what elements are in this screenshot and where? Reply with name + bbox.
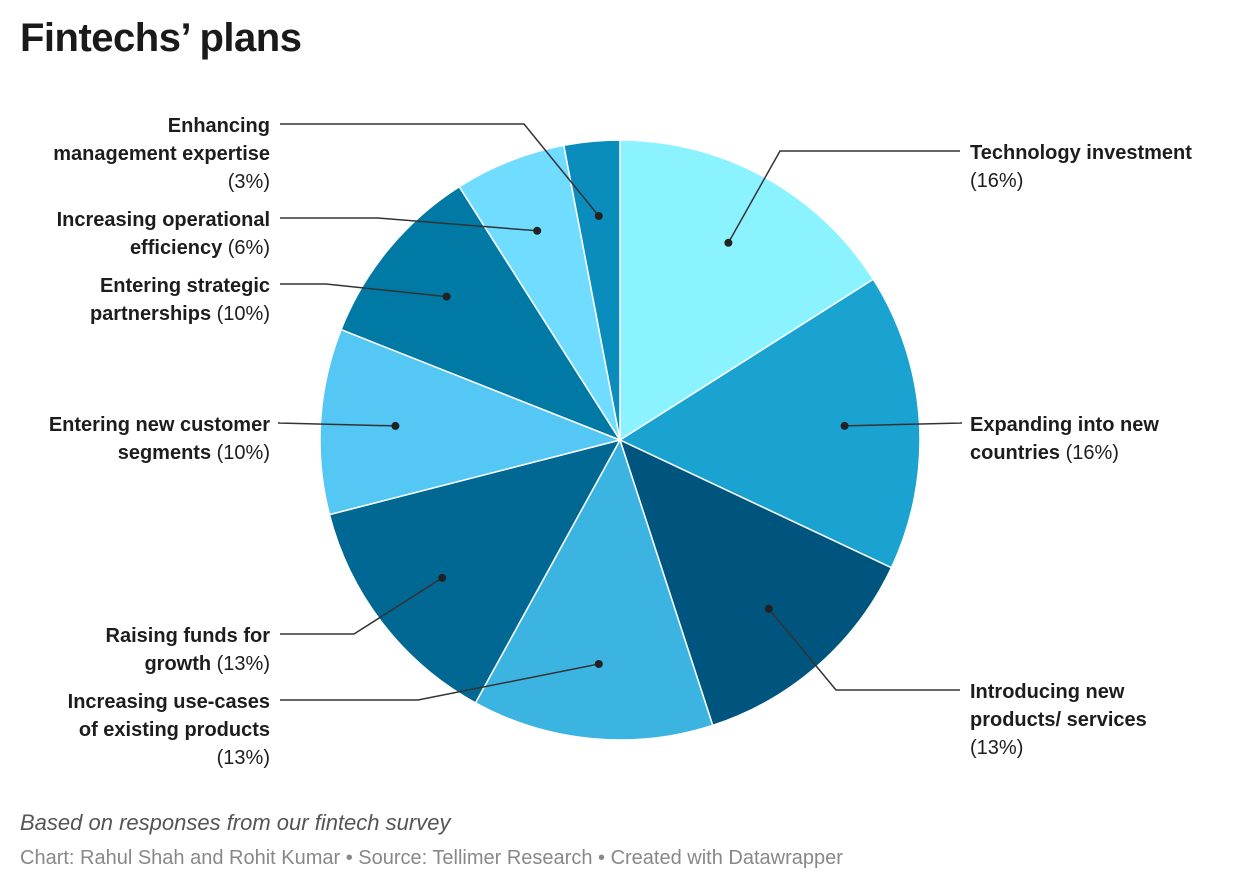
- slice-label-percent: (16%): [1060, 442, 1119, 464]
- leader-line: [280, 663, 599, 701]
- slice-label-name: Increasing operational: [57, 209, 270, 231]
- slice-label-percent: (13%): [211, 653, 270, 675]
- slice-label-percent: (6%): [222, 237, 270, 259]
- slice-label-name: segments: [118, 442, 211, 464]
- slice-label: Enhancing management expertise (3%): [53, 115, 270, 193]
- leader-dot: [533, 226, 542, 235]
- slice-label-percent: (13%): [217, 747, 270, 769]
- slice-label: Technology investment (16%): [970, 142, 1192, 192]
- slice-label-name: of existing products: [79, 719, 270, 741]
- leader-line: [277, 422, 396, 427]
- pie-slices: [319, 139, 921, 741]
- slice-label-name: Entering strategic: [100, 275, 270, 297]
- leader-dot: [724, 238, 733, 247]
- slice-label: Increasing operational efficiency (6%): [57, 209, 270, 259]
- slice-label: Expanding into new countries (16%): [970, 414, 1159, 464]
- slice-label-name: countries: [970, 442, 1060, 464]
- leader-dot: [840, 421, 849, 430]
- leader-dot: [391, 421, 400, 430]
- slice-label-name: management expertise: [53, 143, 270, 165]
- chart-note: Based on responses from our fintech surv…: [20, 810, 451, 835]
- leader-dot: [594, 660, 603, 668]
- slice-label-name: Enhancing: [168, 115, 270, 137]
- leader-line: [280, 577, 443, 635]
- leader-line: [280, 283, 447, 298]
- slice-label-percent: (10%): [211, 303, 270, 325]
- pie-slice: [562, 139, 621, 441]
- slice-label-name: products/ services: [970, 709, 1147, 731]
- slice-label-name: Expanding into new: [970, 414, 1159, 436]
- leader-line: [727, 150, 960, 244]
- pie-slice: [340, 185, 622, 442]
- slice-label-name: Raising funds for: [106, 625, 271, 647]
- slice-label: Increasing use-cases of existing products…: [68, 691, 270, 769]
- leader-line: [844, 422, 963, 427]
- pie-slice: [618, 438, 893, 727]
- slice-label-name: Introducing new: [970, 681, 1125, 703]
- slice-label-name: partnerships: [90, 303, 211, 325]
- slice-label: Raising funds for growth (13%): [106, 625, 271, 675]
- slice-label-percent: (13%): [970, 737, 1023, 759]
- pie-slice: [618, 278, 921, 569]
- leader-line: [768, 608, 960, 691]
- slice-label-name: Technology investment: [970, 142, 1192, 164]
- slice-label: Entering new customer segments (10%): [49, 414, 270, 464]
- slice-label-name: Increasing use-cases: [68, 691, 270, 713]
- leader-line: [280, 123, 600, 217]
- chart-footer: Chart: Rahul Shah and Rohit Kumar • Sour…: [20, 847, 843, 869]
- leader-dot: [594, 212, 603, 220]
- slice-label-percent: (10%): [211, 442, 270, 464]
- slice-label-percent: (16%): [970, 170, 1023, 192]
- slice-label: Entering strategic partnerships (10%): [90, 275, 270, 325]
- slice-label-name: Entering new customer: [49, 414, 270, 436]
- slice-labels: Technology investment (16%)Expanding into…: [49, 115, 1192, 769]
- slice-label-name: efficiency: [130, 237, 223, 259]
- chart-title: Fintechs’ plans: [20, 16, 302, 60]
- slice-label: Introducing new products/ services (13%): [970, 681, 1147, 759]
- label-leaders: [277, 123, 963, 701]
- pie-slice: [319, 328, 623, 516]
- leader-dot: [442, 292, 451, 301]
- leader-line: [280, 217, 538, 232]
- slice-label-percent: (3%): [228, 171, 270, 193]
- leader-dot: [764, 604, 773, 613]
- slice-label-name: growth: [144, 653, 211, 675]
- leader-dot: [438, 573, 447, 582]
- pie-slice: [474, 438, 714, 741]
